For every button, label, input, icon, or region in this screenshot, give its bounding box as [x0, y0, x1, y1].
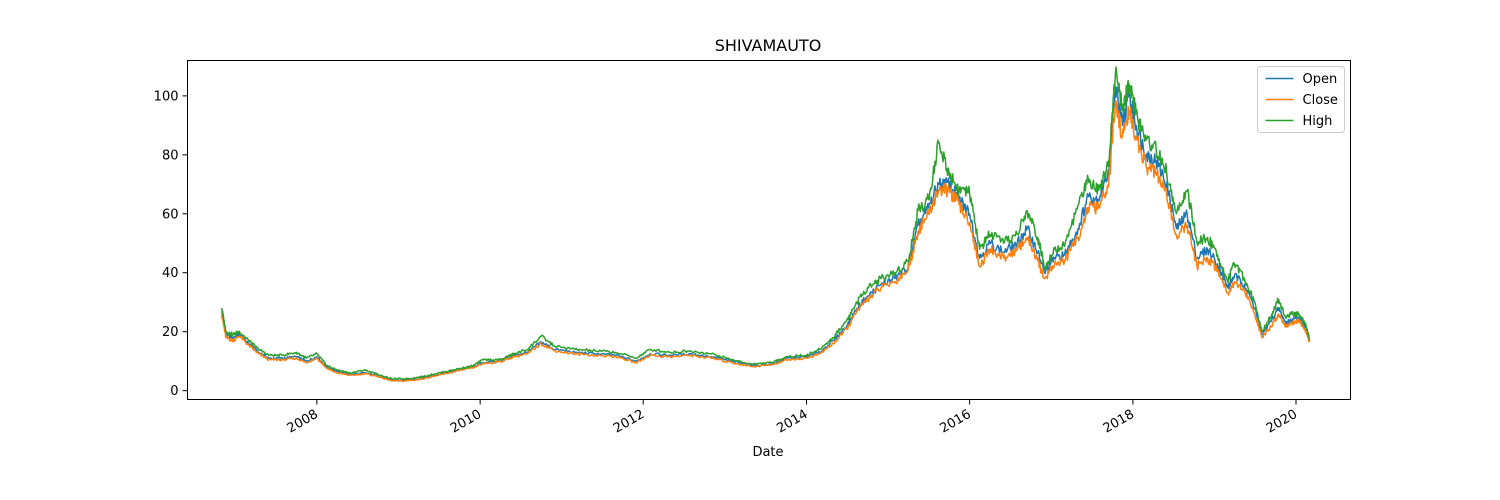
x-tick-label: 2014 [774, 407, 810, 437]
x-tick-label: 2012 [611, 407, 647, 437]
legend-label-open: Open [1303, 72, 1338, 87]
y-tick-label: 60 [162, 207, 179, 222]
x-tick-label: 2016 [937, 407, 973, 437]
series-line-close [220, 100, 1311, 383]
chart-title: SHIVAMAUTO [715, 36, 822, 55]
x-tick-label: 2020 [1264, 407, 1300, 437]
x-axis-title: Date [752, 445, 783, 460]
y-axis-ticks: 0 20 40 60 80 100 [154, 89, 188, 399]
x-tick-label: 2018 [1101, 407, 1137, 437]
y-tick-label: 80 [162, 148, 179, 163]
x-axis-ticks: 2008 2010 2012 2014 2016 2018 2020 [285, 399, 1300, 437]
series-line-high [220, 66, 1310, 381]
y-tick-label: 40 [162, 266, 179, 281]
legend-label-high: High [1303, 114, 1333, 129]
legend-label-close: Close [1303, 93, 1338, 108]
x-tick-label: 2010 [448, 407, 484, 437]
y-tick-label: 20 [162, 325, 179, 340]
data-lines [220, 66, 1311, 383]
y-tick-label: 100 [154, 89, 179, 104]
legend: Open Close High [1257, 66, 1345, 133]
plot-area [187, 60, 1351, 400]
y-tick-label: 0 [170, 384, 178, 399]
x-tick-label: 2008 [285, 407, 321, 437]
legend-frame [1257, 66, 1345, 133]
